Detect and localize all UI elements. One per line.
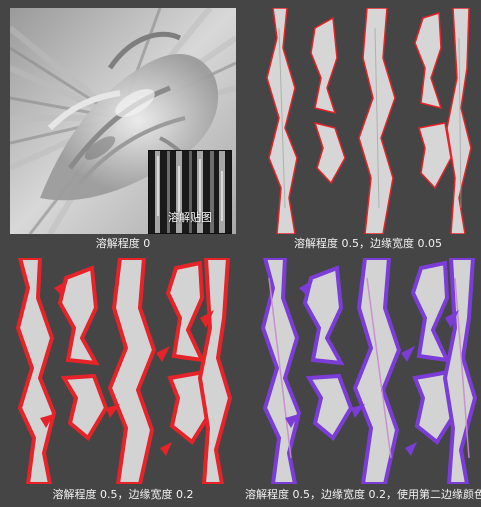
caption-second-edge-color: 溶解程度 0.5，边缘宽度 0.2，使用第二边缘颜色 bbox=[245, 488, 481, 501]
caption-dissolve-0: 溶解程度 0 bbox=[95, 237, 151, 250]
dissolved-texture-edge-005 bbox=[255, 8, 481, 234]
texture-panel-edge-02 bbox=[10, 258, 236, 484]
caption-edge-02: 溶解程度 0.5，边缘宽度 0.2 bbox=[52, 488, 194, 501]
dissolved-texture-edge-02 bbox=[10, 258, 236, 484]
dissolve-map-label: 溶解贴图 bbox=[168, 211, 212, 224]
dissolve-map-image bbox=[149, 151, 231, 233]
texture-panel-edge-005 bbox=[255, 8, 481, 234]
texture-panel-dissolve-0: 溶解贴图 bbox=[10, 8, 236, 234]
caption-edge-005: 溶解程度 0.5，边缘宽度 0.05 bbox=[294, 237, 442, 250]
dissolved-texture-second-edge-color bbox=[255, 258, 481, 484]
texture-panel-second-edge-color bbox=[255, 258, 481, 484]
dissolve-map-inset: 溶解贴图 bbox=[148, 150, 232, 234]
